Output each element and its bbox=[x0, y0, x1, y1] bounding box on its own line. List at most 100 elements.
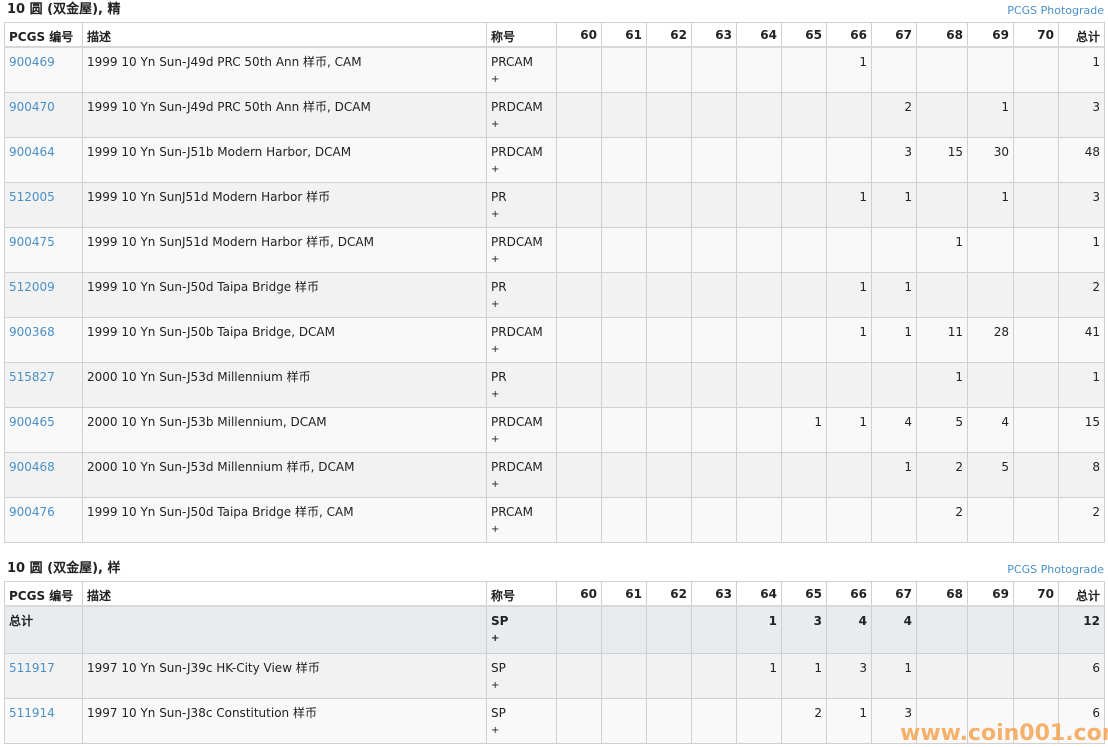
pcgs-number-link[interactable]: 900465 bbox=[9, 415, 55, 429]
grade-count bbox=[601, 698, 647, 744]
photograde-link[interactable]: PCGS Photograde bbox=[1007, 563, 1104, 576]
population-table: PCGS 编号 描述 称号 60 61 62 63 64 65 66 67 68 69 70 总计 … bbox=[4, 581, 1105, 744]
col-pcgs[interactable]: PCGS 编号 bbox=[4, 581, 83, 607]
col-grade[interactable]: 67 bbox=[871, 581, 917, 607]
grade-count bbox=[646, 317, 692, 363]
grade-count bbox=[1013, 362, 1059, 408]
col-grade[interactable]: 65 bbox=[781, 22, 827, 48]
pcgs-number-link[interactable]: 512009 bbox=[9, 280, 55, 294]
col-grade[interactable]: 69 bbox=[967, 22, 1014, 48]
grade-count bbox=[601, 227, 647, 273]
col-grade[interactable]: 61 bbox=[601, 22, 647, 48]
grade-count: 1 bbox=[826, 272, 872, 318]
grade-count bbox=[601, 605, 647, 654]
col-grade[interactable]: 69 bbox=[967, 581, 1014, 607]
plus-grade: + bbox=[491, 164, 500, 175]
plus-grade: + bbox=[491, 633, 500, 644]
pcgs-number-link[interactable]: 511917 bbox=[9, 661, 55, 675]
grade-count: 1 bbox=[967, 182, 1014, 228]
col-desig[interactable]: 称号 bbox=[486, 581, 557, 607]
grade-count bbox=[916, 605, 968, 654]
pcgs-number-link[interactable]: 512005 bbox=[9, 190, 55, 204]
pcgs-number-link[interactable]: 900468 bbox=[9, 460, 55, 474]
pcgs-number-link[interactable]: 900464 bbox=[9, 145, 55, 159]
col-grade[interactable]: 64 bbox=[736, 22, 782, 48]
plus-grade: + bbox=[491, 299, 500, 310]
col-grade[interactable]: 63 bbox=[691, 581, 737, 607]
grade-count: 1 bbox=[871, 182, 917, 228]
col-grade[interactable]: 70 bbox=[1013, 22, 1059, 48]
col-grade[interactable]: 68 bbox=[916, 581, 968, 607]
col-desc[interactable]: 描述 bbox=[82, 22, 487, 48]
plus-grade: + bbox=[491, 524, 500, 535]
grade-count bbox=[646, 497, 692, 543]
grade-count bbox=[1013, 182, 1059, 228]
grade-count: 1 bbox=[826, 698, 872, 744]
grade-count bbox=[556, 605, 602, 654]
col-desc[interactable]: 描述 bbox=[82, 581, 487, 607]
col-grade[interactable]: 64 bbox=[736, 581, 782, 607]
grade-count bbox=[871, 497, 917, 543]
description: 1997 10 Yn Sun-J38c Constitution 样币 bbox=[82, 698, 487, 744]
col-grade[interactable]: 66 bbox=[826, 22, 872, 48]
grade-count bbox=[556, 698, 602, 744]
pcgs-number-link[interactable]: 511914 bbox=[9, 706, 55, 720]
grade-count: 1 bbox=[736, 653, 782, 699]
col-total[interactable]: 总计 bbox=[1058, 581, 1105, 607]
grade-count bbox=[1013, 317, 1059, 363]
grade-count bbox=[871, 227, 917, 273]
pcgs-number-link[interactable]: 900368 bbox=[9, 325, 55, 339]
row-total: 48 bbox=[1058, 137, 1105, 183]
grade-count bbox=[646, 137, 692, 183]
grade-count bbox=[967, 362, 1014, 408]
col-grade[interactable]: 62 bbox=[646, 22, 692, 48]
col-grade[interactable]: 70 bbox=[1013, 581, 1059, 607]
grade-count bbox=[646, 452, 692, 498]
pcgs-number-link[interactable]: 515827 bbox=[9, 370, 55, 384]
photograde-link[interactable]: PCGS Photograde bbox=[1007, 4, 1104, 17]
description: 1999 10 Yn Sun-J51b Modern Harbor, DCAM bbox=[82, 137, 487, 183]
description: 1999 10 Yn Sun-J50d Taipa Bridge 样币 bbox=[82, 272, 487, 318]
col-grade[interactable]: 67 bbox=[871, 22, 917, 48]
section-title: 10 圆 (双金屋), 样 bbox=[7, 561, 121, 576]
grade-count: 28 bbox=[967, 317, 1014, 363]
col-grade[interactable]: 60 bbox=[556, 22, 602, 48]
grade-count bbox=[967, 653, 1014, 699]
grade-count bbox=[646, 46, 692, 93]
grade-count bbox=[646, 227, 692, 273]
designation: SP bbox=[491, 661, 506, 675]
col-grade[interactable]: 66 bbox=[826, 581, 872, 607]
col-grade[interactable]: 65 bbox=[781, 581, 827, 607]
plus-grade: + bbox=[491, 680, 500, 691]
grade-count: 1 bbox=[916, 362, 968, 408]
grade-count bbox=[826, 137, 872, 183]
col-grade[interactable]: 61 bbox=[601, 581, 647, 607]
grade-count: 1 bbox=[967, 92, 1014, 138]
col-grade[interactable]: 63 bbox=[691, 22, 737, 48]
grade-count bbox=[691, 227, 737, 273]
pcgs-number-link[interactable]: 900476 bbox=[9, 505, 55, 519]
pcgs-number-link[interactable]: 900475 bbox=[9, 235, 55, 249]
col-desig[interactable]: 称号 bbox=[486, 22, 557, 48]
grade-count bbox=[916, 653, 968, 699]
grade-count bbox=[826, 497, 872, 543]
pcgs-number-link[interactable]: 900469 bbox=[9, 55, 55, 69]
col-total[interactable]: 总计 bbox=[1058, 22, 1105, 48]
table-row: 511914 1997 10 Yn Sun-J38c Constitution … bbox=[4, 698, 1105, 744]
col-pcgs[interactable]: PCGS 编号 bbox=[4, 22, 83, 48]
description: 2000 10 Yn Sun-J53d Millennium 样币, DCAM bbox=[82, 452, 487, 498]
grade-count bbox=[1013, 452, 1059, 498]
plus-grade: + bbox=[491, 434, 500, 445]
table-header: PCGS 编号 描述 称号 60 61 62 63 64 65 66 67 68 69 70 总计 bbox=[4, 22, 1105, 48]
table-row: 900465 2000 10 Yn Sun-J53b Millennium, D… bbox=[4, 407, 1105, 453]
row-total: 41 bbox=[1058, 317, 1105, 363]
pcgs-number-link[interactable]: 900470 bbox=[9, 100, 55, 114]
col-grade[interactable]: 68 bbox=[916, 22, 968, 48]
grade-count bbox=[736, 362, 782, 408]
grade-count bbox=[691, 653, 737, 699]
grade-count bbox=[1013, 272, 1059, 318]
col-grade[interactable]: 60 bbox=[556, 581, 602, 607]
grade-count bbox=[691, 137, 737, 183]
col-grade[interactable]: 62 bbox=[646, 581, 692, 607]
table-row: 900476 1999 10 Yn Sun-J50d Taipa Bridge … bbox=[4, 497, 1105, 543]
